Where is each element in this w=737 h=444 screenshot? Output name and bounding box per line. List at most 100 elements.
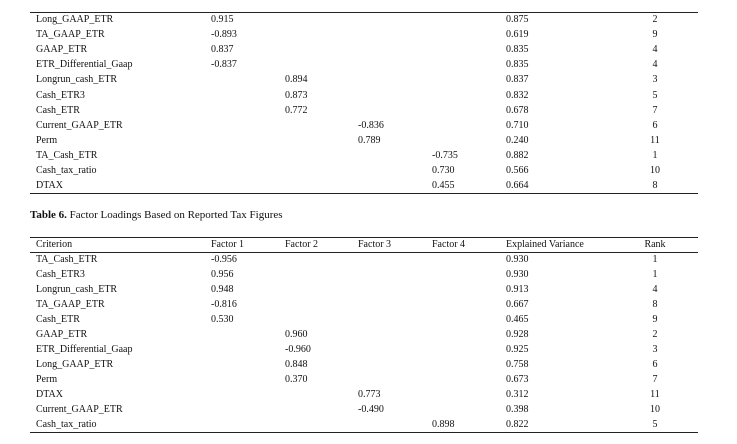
- table-caption: Table 6. Factor Loadings Based on Report…: [30, 209, 283, 221]
- table-cell: 0.835: [506, 59, 529, 71]
- table-cell: 0.925: [506, 344, 529, 355]
- table-cell: 0.312: [506, 389, 529, 400]
- table-cell: 0.837: [506, 74, 529, 86]
- column-header: Factor 4: [432, 239, 466, 250]
- table-cell: 0.673: [506, 374, 529, 385]
- table-cell: 9: [652, 314, 658, 325]
- table-cell: 0.898: [432, 419, 455, 430]
- table-rule: [30, 237, 698, 238]
- table-cell: 4: [652, 44, 658, 56]
- table-cell: Long_GAAP_ETR: [36, 359, 114, 370]
- table-cell: 0.930: [506, 254, 529, 265]
- table-cell: 2: [652, 14, 658, 25]
- table-cell: TA_Cash_ETR: [36, 254, 98, 265]
- table-cell: 0.960: [285, 329, 308, 340]
- table-cell: -0.837: [211, 59, 237, 71]
- table-cell: Long_GAAP_ETR: [36, 14, 114, 25]
- table-cell: 0.837: [211, 44, 234, 56]
- table-rule: [30, 252, 698, 253]
- table-cell: 10: [650, 404, 660, 415]
- table-cell: -0.960: [285, 344, 311, 355]
- table-cell: Perm: [36, 134, 58, 146]
- table-cell: 0.948: [211, 284, 234, 295]
- table-cell: -0.816: [211, 299, 237, 310]
- table-cell: TA_GAAP_ETR: [36, 299, 105, 310]
- table-cell: Cash_ETR3: [36, 269, 85, 280]
- table-cell: Cash_tax_ratio: [36, 165, 97, 176]
- column-header: Factor 3: [358, 239, 392, 250]
- table-cell: 0.667: [506, 299, 529, 310]
- table-cell: 0.566: [506, 165, 529, 176]
- table-cell: Cash_ETR: [36, 104, 80, 116]
- table-cell: 11: [650, 134, 660, 146]
- table-cell: 2: [652, 329, 658, 340]
- table-cell: 0.664: [506, 180, 529, 192]
- table-cell: Cash_ETR: [36, 314, 80, 325]
- column-header: Criterion: [36, 239, 73, 250]
- table-cell: GAAP_ETR: [36, 329, 88, 340]
- table-cell: 0.913: [506, 284, 529, 295]
- column-header: Rank: [644, 239, 666, 250]
- table-cell: 10: [650, 165, 660, 176]
- table-cell: -0.893: [211, 29, 237, 41]
- column-header: Factor 1: [211, 239, 245, 250]
- column-header: Factor 2: [285, 239, 319, 250]
- table-rule: [30, 193, 698, 194]
- table-cell: TA_GAAP_ETR: [36, 29, 105, 41]
- table-cell: ETR_Differential_Gaap: [36, 59, 133, 71]
- table-cell: Current_GAAP_ETR: [36, 119, 123, 131]
- table-cell: 0.789: [358, 134, 381, 146]
- table-cell: Cash_ETR3: [36, 89, 85, 101]
- table-cell: 0.455: [432, 180, 455, 192]
- table-cell: 0.678: [506, 104, 529, 116]
- table-cell: Longrun_cash_ETR: [36, 284, 118, 295]
- table-title: Factor Loadings Based on Reported Tax Fi…: [69, 209, 283, 221]
- table-rule: [30, 12, 698, 13]
- table-cell: 1: [652, 149, 658, 161]
- table-cell: GAAP_ETR: [36, 44, 88, 56]
- table-cell: 7: [652, 374, 658, 385]
- table-cell: DTAX: [36, 180, 63, 192]
- table-cell: 4: [652, 284, 658, 295]
- table-cell: ETR_Differential_Gaap: [36, 344, 133, 355]
- table-cell: 5: [652, 89, 658, 101]
- table-label: Table 6.: [30, 209, 67, 221]
- table-cell: DTAX: [36, 389, 63, 400]
- table-cell: 1: [652, 269, 658, 280]
- table-cell: 0.882: [506, 149, 529, 161]
- table-cell: 0.465: [506, 314, 529, 325]
- table-cell: 8: [652, 299, 658, 310]
- table-cell: 0.240: [506, 134, 529, 146]
- table-cell: 6: [652, 359, 658, 370]
- table-cell: 0.730: [432, 165, 455, 176]
- table-cell: Current_GAAP_ETR: [36, 404, 123, 415]
- table-cell: 0.875: [506, 14, 529, 25]
- table-cell: -0.836: [358, 119, 384, 131]
- table-cell: -0.956: [211, 254, 237, 265]
- table-cell: 0.758: [506, 359, 529, 370]
- table-cell: 0.928: [506, 329, 529, 340]
- table-cell: -0.735: [432, 149, 458, 161]
- table-cell: 0.873: [285, 89, 308, 101]
- table-cell: 3: [652, 344, 658, 355]
- table-cell: 0.835: [506, 44, 529, 56]
- table-cell: 0.832: [506, 89, 529, 101]
- column-header: Explained Variance: [506, 239, 584, 250]
- table-rule: [30, 432, 698, 433]
- table-cell: 5: [652, 419, 658, 430]
- table-cell: -0.490: [358, 404, 384, 415]
- table-cell: 6: [652, 119, 658, 131]
- table-cell: 0.822: [506, 419, 529, 430]
- table-cell: 4: [652, 59, 658, 71]
- table-cell: 1: [652, 254, 658, 265]
- table-cell: Perm: [36, 374, 58, 385]
- table-cell: 9: [652, 29, 658, 41]
- table-cell: 7: [652, 104, 658, 116]
- table-cell: 0.772: [285, 104, 308, 116]
- table-cell: Cash_tax_ratio: [36, 419, 97, 430]
- table-cell: 0.370: [285, 374, 308, 385]
- table-cell: 3: [652, 74, 658, 86]
- table-cell: 0.773: [358, 389, 381, 400]
- table-cell: 8: [652, 180, 658, 192]
